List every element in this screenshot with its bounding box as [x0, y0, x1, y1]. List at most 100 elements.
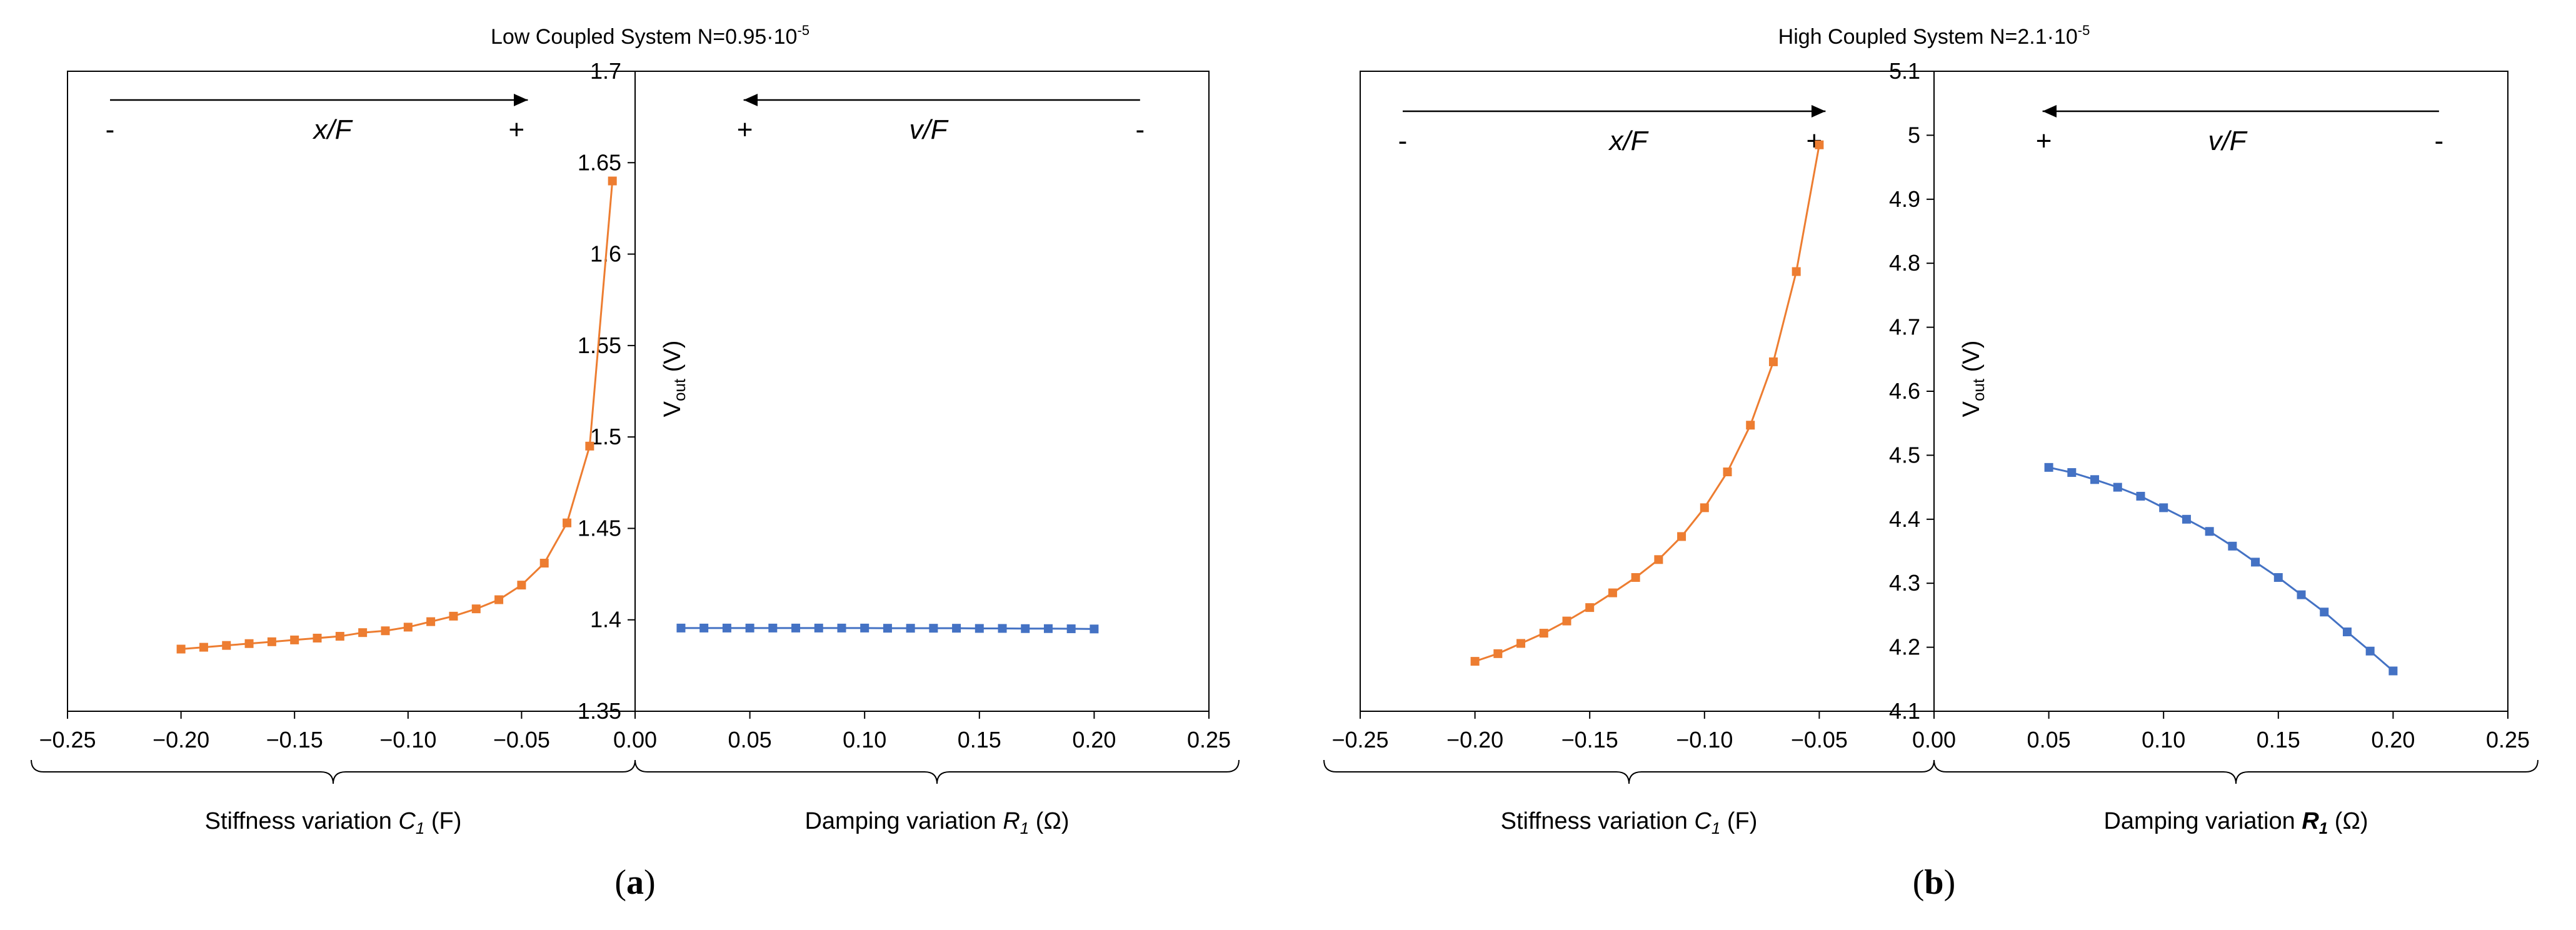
chart-title: Low Coupled System N=0.95·10-5 [491, 22, 809, 49]
vf-minus: - [1136, 114, 1145, 145]
damping-brace [1933, 759, 2538, 784]
y-axis-label: Vout (V) [1958, 341, 1988, 418]
stiffness-series-line [181, 181, 614, 651]
damping-point [837, 623, 846, 632]
stiffness-axis-label: Stiffness variation C1 (F) [205, 808, 462, 838]
xf-label: x/F [1608, 126, 1648, 156]
damping-point [929, 624, 938, 633]
y-axis-label: Vout (V) [659, 341, 689, 418]
x-tick-label: 0.10 [843, 727, 886, 752]
stiffness-point [585, 441, 594, 451]
damping-point [2251, 558, 2260, 567]
damping-point [699, 623, 709, 632]
damping-point [2205, 527, 2214, 536]
stiffness-point [1562, 616, 1571, 626]
x-tick-label: −0.05 [1791, 727, 1848, 752]
vf-label: v/F [2208, 126, 2247, 156]
stiffness-point [1608, 588, 1617, 598]
y-tick-label: 1.5 [590, 424, 621, 449]
y-tick-label: 4.3 [1889, 570, 1920, 596]
damping-point [2136, 491, 2145, 501]
damping-point [906, 624, 915, 633]
damping-point [952, 624, 961, 633]
stiffness-point [176, 644, 186, 654]
stiffness-point [426, 617, 436, 626]
damping-point [883, 624, 892, 633]
xf-minus: - [1398, 126, 1408, 156]
stiffness-brace [1323, 759, 1935, 784]
stiffness-point [267, 637, 276, 646]
y-tick-label: 4.5 [1889, 442, 1920, 468]
stiffness-point [1516, 639, 1526, 648]
x-tick-label: −0.10 [379, 727, 436, 752]
stiffness-point [403, 622, 413, 632]
vf-minus: - [2435, 126, 2444, 156]
stiffness-point [608, 176, 617, 186]
panel-b: High Coupled System N=2.1·10-5 4.1 4.2 4.3 4… [1323, 22, 2538, 902]
vf-plus: + [737, 114, 753, 145]
damping-point [2182, 514, 2191, 524]
y-tick-label: 4.9 [1889, 186, 1920, 212]
stiffness-point [381, 626, 390, 636]
stiffness-point [563, 518, 572, 528]
stiffness-point [290, 635, 299, 644]
damping-point [2228, 541, 2237, 551]
y-tick-label: 1.7 [590, 58, 621, 84]
stiffness-point [1792, 267, 1801, 276]
damping-point [676, 623, 686, 632]
damping-point [1066, 624, 1076, 634]
y-tick-label: 4.4 [1889, 506, 1920, 532]
damping-point [768, 623, 778, 632]
x-tick-label: −0.25 [1331, 727, 1388, 752]
stiffness-point [313, 633, 322, 642]
x-tick-label: 0.00 [613, 727, 657, 752]
damping-point [2044, 462, 2053, 472]
chart-title: High Coupled System N=2.1·10-5 [1778, 22, 2090, 49]
stiffness-point [1470, 657, 1480, 666]
stiffness-point [1539, 629, 1548, 638]
x-tick-label: −0.25 [39, 727, 96, 752]
stiffness-point [222, 641, 231, 650]
stiffness-point [358, 628, 368, 638]
damping-point [722, 623, 731, 632]
damping-point [2342, 628, 2352, 637]
stiffness-point [1723, 468, 1732, 477]
stiffness-point [1493, 649, 1503, 658]
x-tick-label: 0.20 [1072, 727, 1116, 752]
damping-point [2320, 608, 2329, 617]
x-tick-label: −0.20 [1446, 727, 1503, 752]
x-tick-label: −0.10 [1676, 727, 1733, 752]
damping-point [2273, 572, 2283, 582]
stiffness-point [1746, 421, 1755, 430]
stiffness-point [1631, 572, 1640, 582]
y-tick-label: 4.1 [1889, 698, 1920, 724]
xf-label: x/F [312, 114, 353, 145]
damping-point [814, 623, 823, 632]
damping-point [1021, 624, 1030, 633]
x-tick-label: −0.15 [1561, 727, 1618, 752]
stiffness-point [244, 639, 254, 648]
stiffness-point [471, 604, 481, 614]
y-tick-label: 4.7 [1889, 314, 1920, 340]
stiffness-point [1768, 357, 1778, 366]
x-tick-label: −0.20 [153, 727, 209, 752]
stiffness-point [539, 559, 549, 568]
y-tick-label: 4.2 [1889, 634, 1920, 660]
x-tick-label: 0.25 [2486, 727, 2530, 752]
damping-point [791, 623, 801, 632]
stiffness-point [1654, 555, 1663, 564]
stiffness-point [1585, 603, 1595, 612]
x-tick-label: 0.15 [2257, 727, 2300, 752]
x-tick-label: −0.05 [493, 727, 550, 752]
damping-point [975, 624, 984, 633]
y-tick-label: 1.65 [578, 149, 621, 175]
y-tick-label: 1.45 [578, 515, 621, 541]
vf-label: v/F [909, 114, 948, 145]
damping-point [2388, 666, 2398, 676]
stiffness-point [199, 642, 208, 652]
damping-point [2365, 646, 2375, 656]
stiffness-series-line [1475, 144, 1820, 662]
vf-plus: + [2036, 126, 2052, 156]
x-tick-label: 0.15 [958, 727, 1001, 752]
